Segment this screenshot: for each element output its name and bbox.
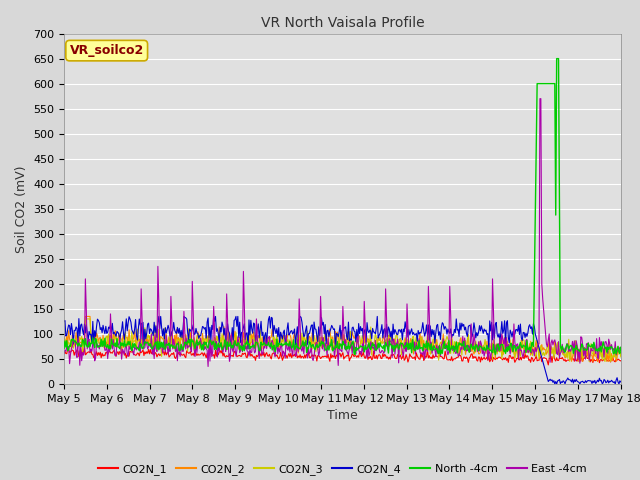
Legend: CO2N_1, CO2N_2, CO2N_3, CO2N_4, North -4cm, East -4cm: CO2N_1, CO2N_2, CO2N_3, CO2N_4, North -4… — [94, 460, 591, 480]
X-axis label: Time: Time — [327, 409, 358, 422]
Title: VR North Vaisala Profile: VR North Vaisala Profile — [260, 16, 424, 30]
Y-axis label: Soil CO2 (mV): Soil CO2 (mV) — [15, 165, 28, 252]
Text: VR_soilco2: VR_soilco2 — [70, 44, 144, 57]
